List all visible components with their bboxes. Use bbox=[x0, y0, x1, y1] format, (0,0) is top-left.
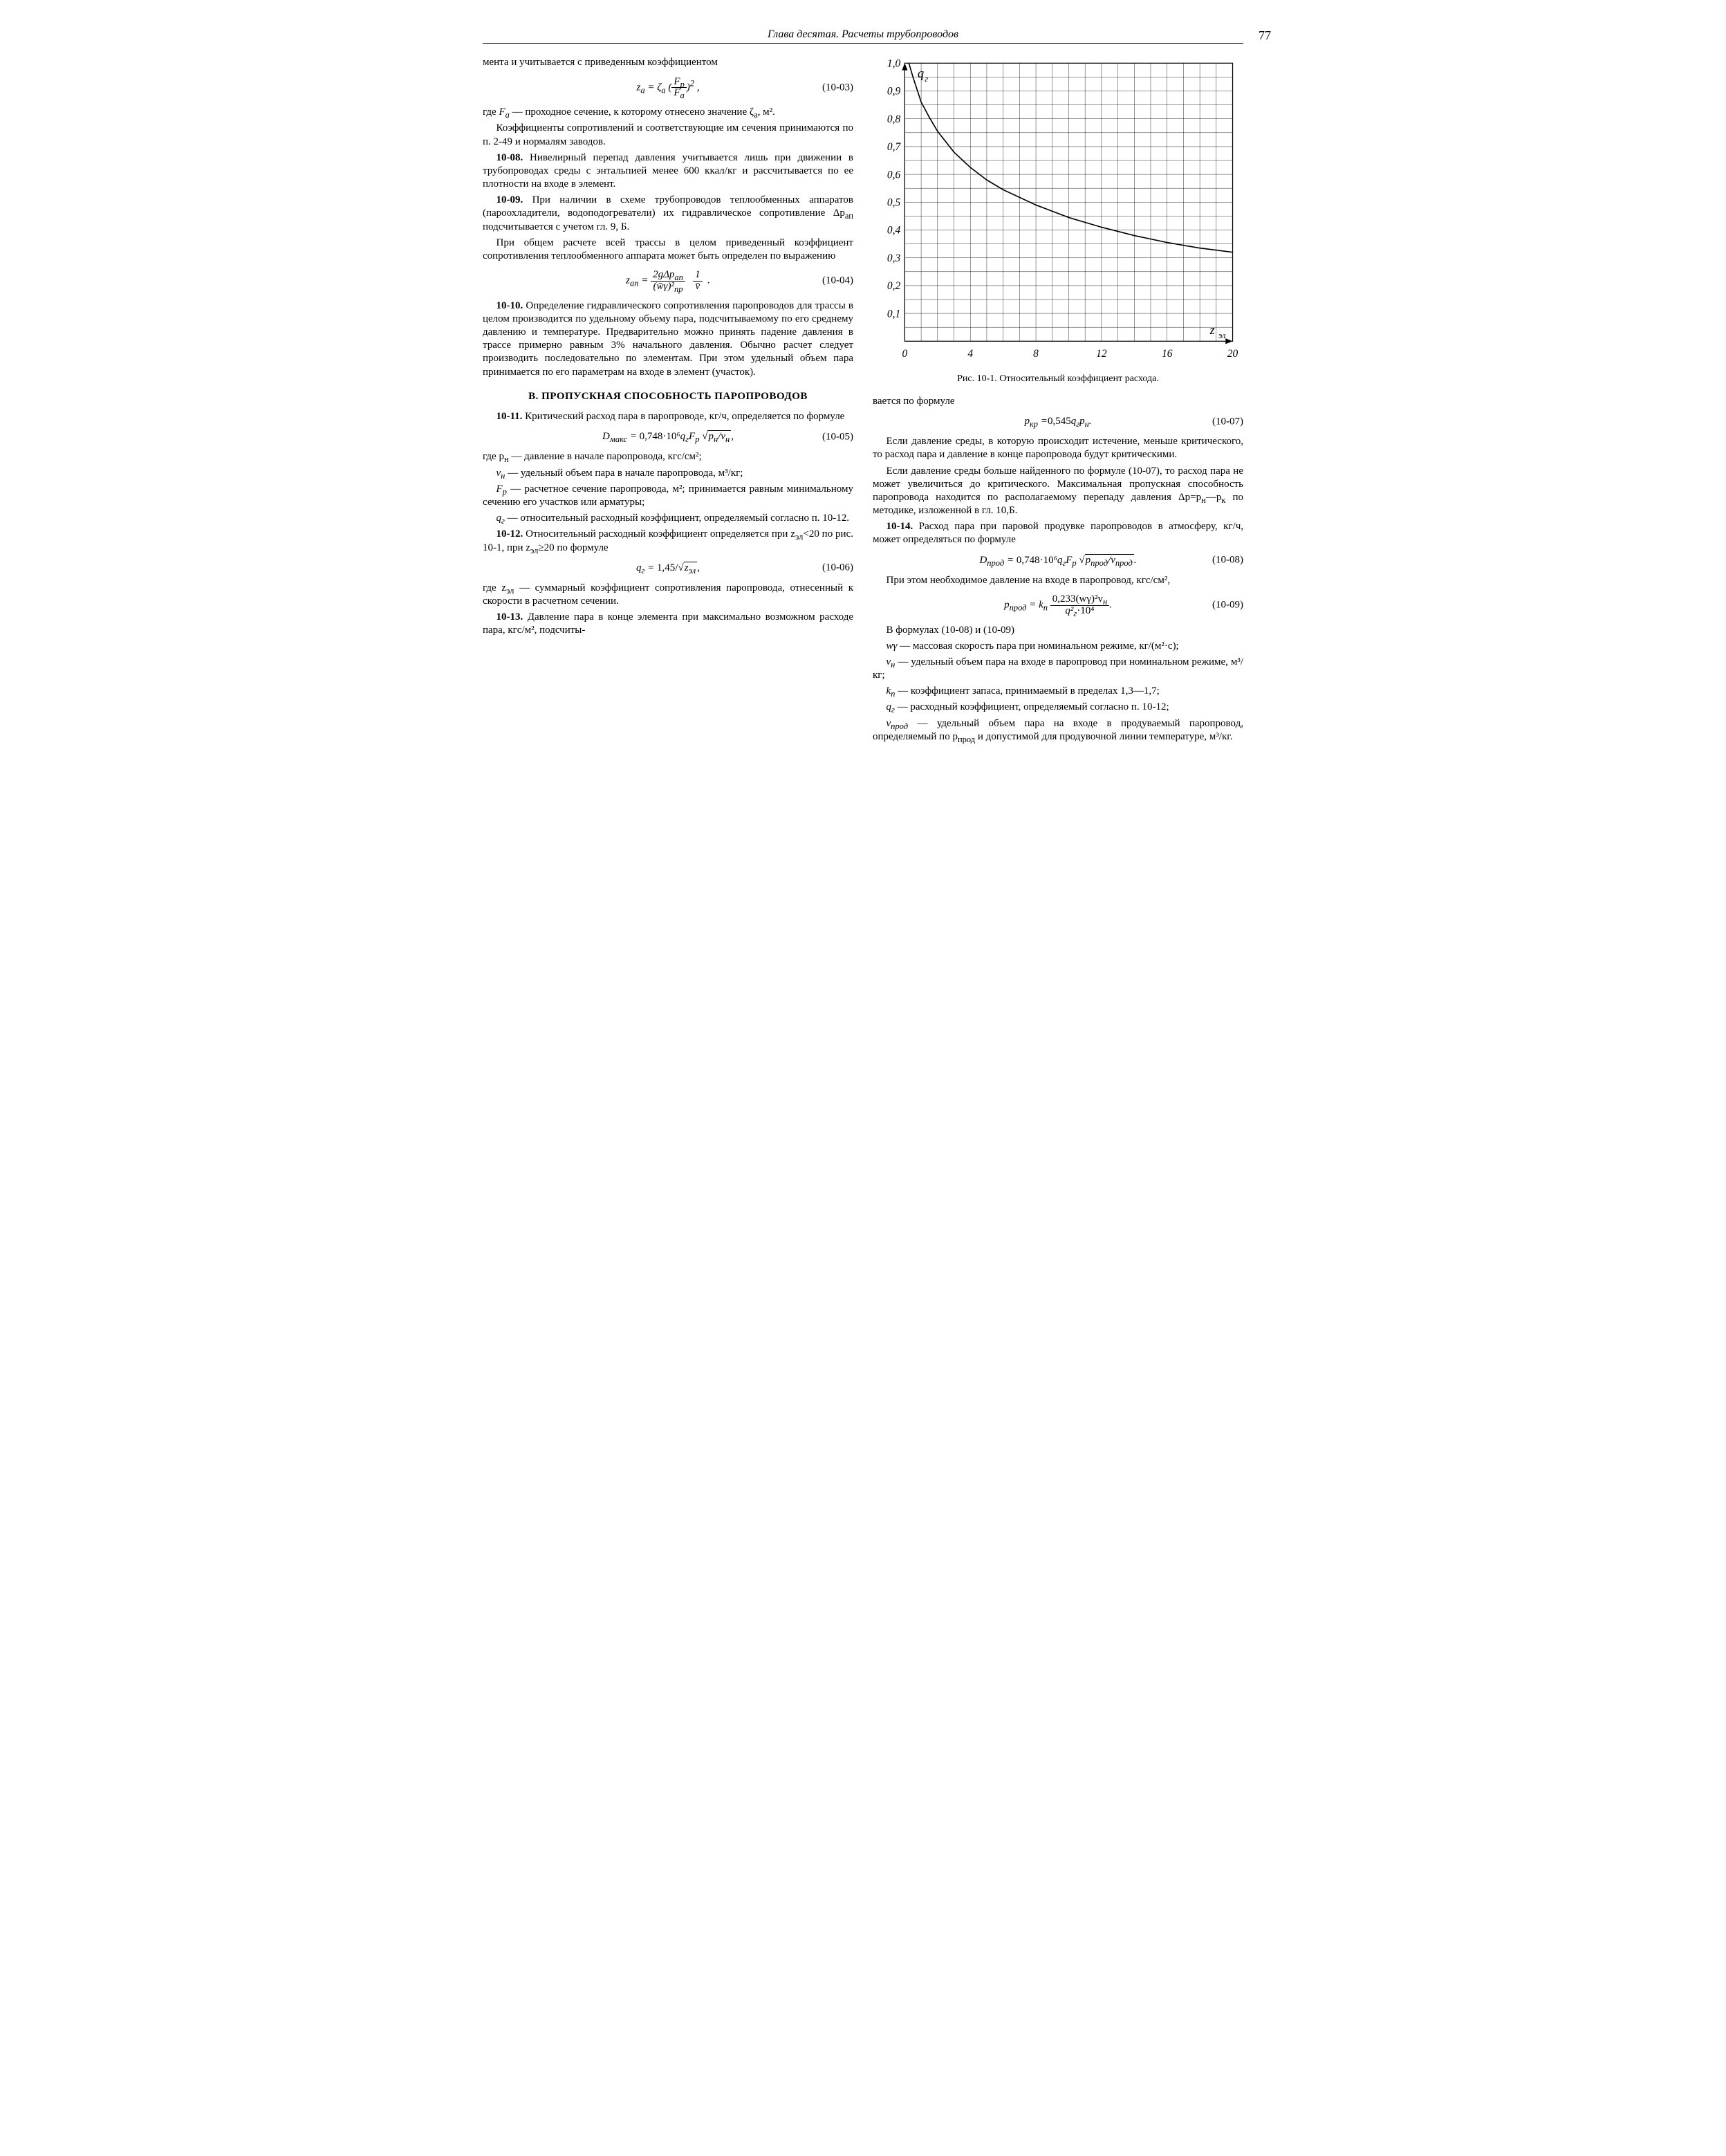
para-vn: vн — удельный объем пара в начале паропр… bbox=[483, 467, 853, 480]
svg-text:z: z bbox=[1209, 323, 1215, 338]
para-if2: Если давление среды больше найденного по… bbox=[873, 465, 1243, 518]
figure-10-1-chart: 0 4 8 12 16 20 0,1 0,2 0,3 0,4 0,5 0,6 0,7 0,8 0,9 1,0 q… bbox=[873, 56, 1243, 362]
para-coef: Коэффициенты сопротивлений и соответству… bbox=[483, 122, 853, 148]
svg-text:16: 16 bbox=[1162, 348, 1173, 360]
para-10-12: 10-12. Относительный расходный коэффицие… bbox=[483, 528, 853, 554]
para-fp: Fр — расчетное сечение паропровода, м²; … bbox=[483, 483, 853, 509]
chapter-title: Глава десятая. Расчеты трубопроводов bbox=[768, 28, 958, 40]
para-zel: где zэл — суммарный коэффициент сопротив… bbox=[483, 582, 853, 608]
para-vprod: vпрод — удельный объем пара на входе в п… bbox=[873, 717, 1243, 744]
page: Глава десятая. Расчеты трубопроводов 77 … bbox=[483, 28, 1243, 746]
equation-10-03: za = ζa (FрFa)2 , (10-03) bbox=[483, 77, 853, 100]
para-cont: вается по формуле bbox=[873, 395, 1243, 408]
para-if1: Если давление среды, в которую происходи… bbox=[873, 435, 1243, 461]
para-need: При этом необходимое давление на входе в… bbox=[873, 574, 1243, 587]
svg-text:q: q bbox=[918, 66, 924, 81]
svg-text:12: 12 bbox=[1096, 348, 1107, 360]
para-in-formulas: В формулах (10-08) и (10-09) bbox=[873, 624, 1243, 637]
svg-text:4: 4 bbox=[967, 348, 973, 360]
para-fa: где Fa — проходное сечение, к которому о… bbox=[483, 106, 853, 119]
svg-text:эл: эл bbox=[1218, 331, 1226, 341]
para-pn: где pн — давление в начале паропровода, … bbox=[483, 450, 853, 463]
equation-10-08: Dпрод = 0,748·10⁶qгFр √pпрод/vпрод. (10-… bbox=[873, 554, 1243, 567]
para-intro: мента и учитывается с приведенным коэффи… bbox=[483, 56, 853, 69]
page-number: 77 bbox=[1259, 28, 1271, 44]
eq-number: (10-04) bbox=[822, 275, 853, 288]
para-qg: qг — относительный расходный коэффициент… bbox=[483, 512, 853, 525]
eq-number: (10-03) bbox=[822, 81, 853, 94]
para-wv: wγ — массовая скорость пара при номиналь… bbox=[873, 640, 1243, 653]
para-10-08: 10-08. Нивелирный перепад давления учиты… bbox=[483, 151, 853, 192]
svg-text:1,0: 1,0 bbox=[887, 58, 901, 70]
section-title-b: В. ПРОПУСКНАЯ СПОСОБНОСТЬ ПАРОПРОВОДОВ bbox=[483, 390, 853, 403]
para-qg2: qг — расходный коэффициент, определяемый… bbox=[873, 701, 1243, 714]
svg-text:0,1: 0,1 bbox=[887, 308, 900, 320]
svg-text:0,4: 0,4 bbox=[887, 225, 901, 237]
equation-10-09: pпрод = kп 0,233(wγ)²vнq²г·10⁴. (10-09) bbox=[873, 594, 1243, 617]
svg-text:8: 8 bbox=[1033, 348, 1039, 360]
eq-number: (10-07) bbox=[1212, 415, 1243, 428]
para-kn: kп — коэффициент запаса, принимаемый в п… bbox=[873, 685, 1243, 698]
two-column-layout: мента и учитывается с приведенным коэффи… bbox=[483, 56, 1243, 746]
left-column: мента и учитывается с приведенным коэффи… bbox=[483, 56, 853, 746]
right-column: 0 4 8 12 16 20 0,1 0,2 0,3 0,4 0,5 0,6 0,7 0,8 0,9 1,0 q… bbox=[873, 56, 1243, 746]
para-10-11: 10-11. Критический расход пара в паропро… bbox=[483, 410, 853, 423]
svg-text:0,6: 0,6 bbox=[887, 169, 901, 181]
equation-10-05: Dмакс = 0,748·10⁶qгFр √pн/vн, (10-05) bbox=[483, 430, 853, 443]
svg-text:0,9: 0,9 bbox=[887, 86, 901, 98]
equation-10-06: qг = 1,45/√zэл, (10-06) bbox=[483, 562, 853, 575]
running-head: Глава десятая. Расчеты трубопроводов 77 bbox=[483, 28, 1243, 44]
equation-10-07: pкр =0,545qгpн. (10-07) bbox=[873, 415, 1243, 428]
svg-text:0: 0 bbox=[902, 348, 908, 360]
para-vn2: vн — удельный объем пара на входе в паро… bbox=[873, 656, 1243, 682]
svg-text:20: 20 bbox=[1227, 348, 1238, 360]
svg-text:0,3: 0,3 bbox=[887, 252, 901, 264]
svg-text:0,2: 0,2 bbox=[887, 281, 901, 293]
para-10-13: 10-13. Давление пара в конце элемента пр… bbox=[483, 611, 853, 637]
svg-text:0,5: 0,5 bbox=[887, 197, 901, 209]
svg-text:0,7: 0,7 bbox=[887, 142, 902, 154]
svg-text:г: г bbox=[925, 75, 928, 84]
para-overall: При общем расчете всей трассы в целом пр… bbox=[483, 237, 853, 263]
eq-number: (10-08) bbox=[1212, 554, 1243, 567]
svg-text:0,8: 0,8 bbox=[887, 113, 901, 125]
eq-number: (10-09) bbox=[1212, 599, 1243, 612]
para-10-14: 10-14. Расход пара при паровой продувке … bbox=[873, 520, 1243, 546]
para-10-09: 10-09. При наличии в схеме трубопроводов… bbox=[483, 194, 853, 234]
figure-caption: Рис. 10-1. Относительный коэффициент рас… bbox=[873, 373, 1243, 385]
equation-10-04: zап = 2gΔpап(w̄γ)²пр 1v̄ . (10-04) bbox=[483, 270, 853, 293]
eq-number: (10-06) bbox=[822, 562, 853, 575]
eq-number: (10-05) bbox=[822, 430, 853, 443]
para-10-10: 10-10. Определение гидравлического сопро… bbox=[483, 300, 853, 379]
